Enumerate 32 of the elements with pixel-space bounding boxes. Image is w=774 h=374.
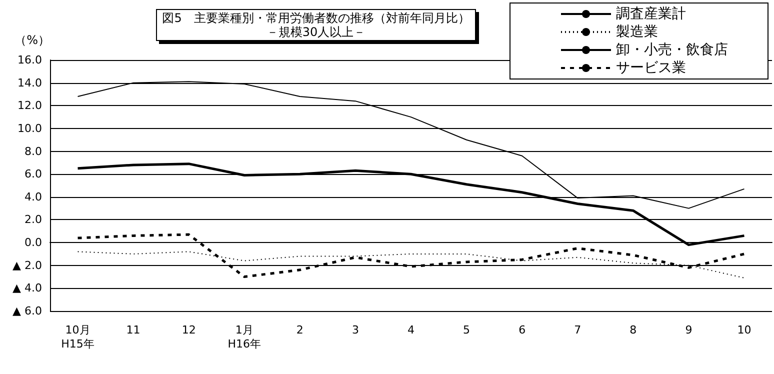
x-tick-label: 9 <box>685 324 692 336</box>
x-tick-label: 11 <box>126 324 140 336</box>
legend-label: 製造業 <box>616 24 658 40</box>
y-tick-label: 10.0 <box>18 122 42 135</box>
legend-label: サービス業 <box>616 60 686 76</box>
y-tick-label: ▲ 2.0 <box>12 258 42 272</box>
x-tick-label: 10月 H15年 <box>61 324 94 350</box>
y-axis-title: （%） <box>14 33 50 47</box>
x-tick-label: 7 <box>574 324 582 336</box>
x-tick-label: 1月 H16年 <box>228 324 262 350</box>
legend-label: 調査産業計 <box>616 6 686 22</box>
y-tick-label: ▲ 6.0 <box>12 304 42 318</box>
y-tick-label: 12.0 <box>18 99 42 112</box>
x-tick-label: 8 <box>630 324 637 336</box>
y-tick-label: ▲ 4.0 <box>12 282 42 295</box>
y-tick-label: 4.0 <box>24 190 42 204</box>
x-tick-label: 5 <box>463 324 470 336</box>
y-tick-label: 8.0 <box>24 144 42 158</box>
x-tick-label: 10 <box>737 324 752 336</box>
chart-title: 図5 主要業種別・常用労働者数の推移（対前年同月比） <box>162 11 470 25</box>
x-tick-label: 12 <box>182 324 196 336</box>
y-tick-label: 14.0 <box>18 76 42 90</box>
x-tick-label: 6 <box>518 324 526 336</box>
y-tick-label: 6.0 <box>24 168 42 181</box>
legend-label: 卸・小売・飲食店 <box>616 42 728 58</box>
x-tick-label: 3 <box>352 324 359 336</box>
y-tick-label: 0.0 <box>24 236 42 250</box>
chart-subtitle: －規模30人以上－ <box>266 25 366 39</box>
y-tick-label: 2.0 <box>24 213 42 226</box>
y-tick-label: 16.0 <box>18 54 42 66</box>
x-tick-label: 2 <box>296 324 304 336</box>
x-tick-label: 4 <box>408 324 414 336</box>
